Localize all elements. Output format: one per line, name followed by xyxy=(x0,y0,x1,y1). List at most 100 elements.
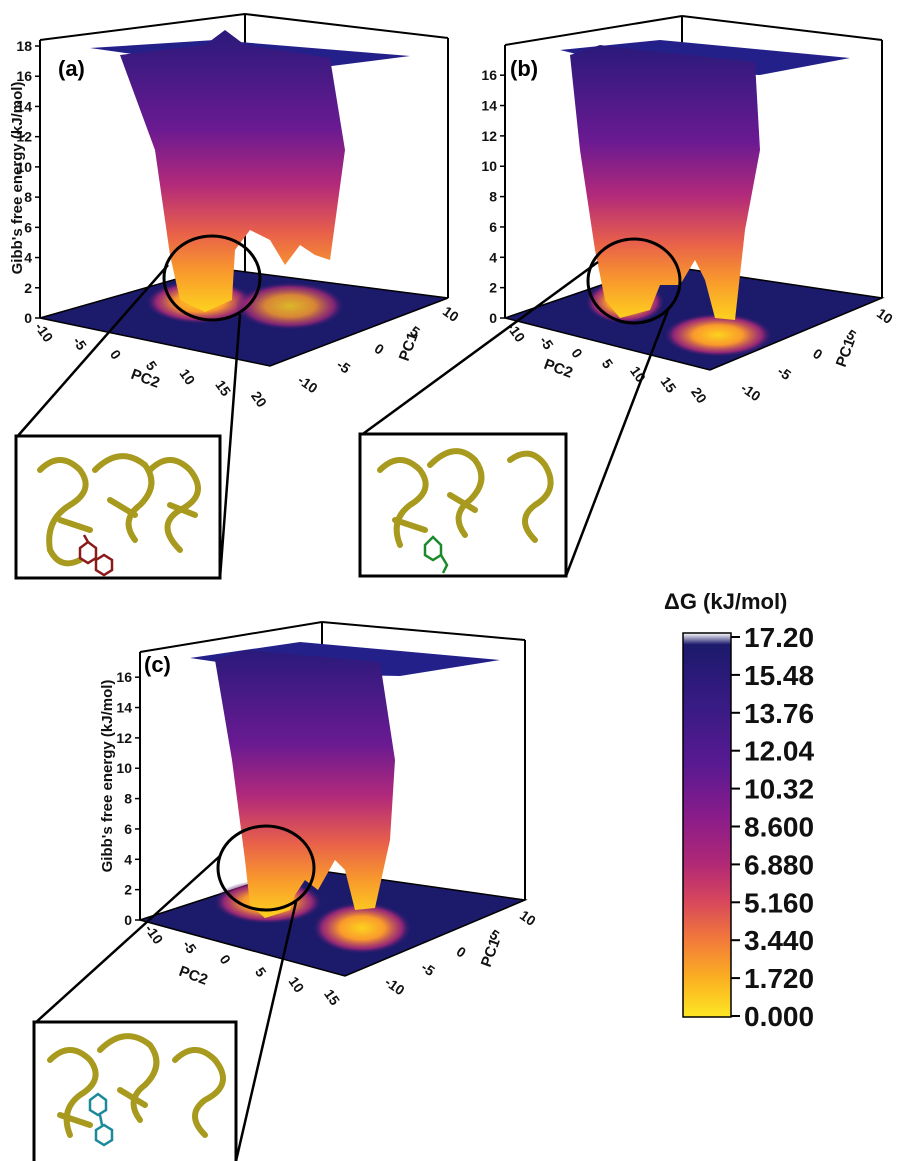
pc2-tick-label: 10 xyxy=(285,974,307,996)
panel-a-pc2-label: PC2 xyxy=(129,366,162,392)
z-tick-label: 6 xyxy=(24,219,32,235)
panel-a-z-axis: 0 2 4 6 8 10 12 14 16 18 xyxy=(16,38,40,326)
z-tick-label: 8 xyxy=(24,189,32,205)
pc2-tick-label: 5 xyxy=(252,964,270,980)
pc1-tick-label: 10 xyxy=(874,305,896,327)
z-tick-label: 4 xyxy=(24,250,32,266)
pc1-tick-label: -10 xyxy=(295,372,321,397)
pc2-tick-label: -5 xyxy=(70,334,90,354)
pc1-tick-label: 0 xyxy=(372,340,388,358)
panel-c: 0 2 4 6 8 10 12 14 16 Gibb's free energy (kJ/mol… xyxy=(32,621,539,1161)
pc2-tick-label: 20 xyxy=(248,388,270,410)
colorbar-tick-label: 17.20 xyxy=(744,622,814,653)
z-tick-label: 14 xyxy=(481,98,497,114)
panel-c-pc2-label: PC2 xyxy=(177,963,210,989)
colorbar-tick-label: 8.600 xyxy=(744,812,814,843)
z-tick-label: 12 xyxy=(116,730,132,746)
panel-b-ligand-icon xyxy=(423,535,449,574)
panel-a-label: (a) xyxy=(58,56,85,81)
panel-a-pc1-label: PC1 xyxy=(396,330,422,363)
pc2-tick-label: 15 xyxy=(321,986,343,1008)
panel-c-floor-basin-2 xyxy=(312,902,412,954)
panel-c-label: (c) xyxy=(144,652,171,677)
z-tick-label: 0 xyxy=(24,310,32,326)
panel-a-valley xyxy=(120,30,345,312)
pc2-tick-label: 20 xyxy=(688,384,710,406)
pc2-tick-label: 15 xyxy=(658,374,680,396)
colorbar-tick-label: 12.04 xyxy=(744,736,814,767)
pc2-tick-label: -10 xyxy=(32,319,57,345)
z-tick-label: 4 xyxy=(124,851,132,867)
panel-a-zoom-line-2 xyxy=(218,313,242,579)
z-tick-label: 12 xyxy=(481,128,497,144)
pc2-tick-label: 0 xyxy=(568,345,586,361)
pc2-tick-label: 0 xyxy=(107,347,125,363)
z-tick-label: 14 xyxy=(116,700,132,716)
panel-b-zoom-circle xyxy=(586,237,682,325)
z-tick-label: 18 xyxy=(16,38,32,54)
panel-a-protein xyxy=(37,453,201,567)
colorbar-tick-label: 5.160 xyxy=(744,887,814,918)
colorbar-tick-label: 10.32 xyxy=(744,774,814,805)
colorbar-tick-label: 0.000 xyxy=(744,1001,814,1032)
z-tick-label: 2 xyxy=(489,280,497,296)
panel-c-z-label: Gibb's free energy (kJ/mol) xyxy=(99,680,116,873)
panel-a: 0 2 4 6 8 10 12 14 16 18 Gibb's free energy (kJ/m… xyxy=(9,13,462,580)
panel-c-z-axis: 0 2 4 6 8 10 12 14 16 xyxy=(116,669,140,928)
z-tick-label: 16 xyxy=(16,68,32,84)
z-tick-label: 2 xyxy=(24,280,32,296)
colorbar-ticks: 17.20 15.48 13.76 12.04 10.32 8.600 6.880 5.160… xyxy=(731,622,814,1032)
panel-b-valley xyxy=(570,45,760,320)
panel-c-protein xyxy=(47,1033,226,1138)
z-tick-label: 6 xyxy=(124,821,132,837)
panel-a-floor-basin-2 xyxy=(235,282,345,330)
panel-a-z-label: Gibb's free energy (kJ/mol) xyxy=(9,82,26,275)
panel-a-zoom-line-1 xyxy=(15,264,169,439)
z-tick-label: 16 xyxy=(481,67,497,83)
z-tick-label: 0 xyxy=(489,310,497,326)
pc2-tick-label: -5 xyxy=(536,333,556,353)
pc1-tick-label: -10 xyxy=(382,974,408,999)
panel-c-zoom-line-2 xyxy=(234,901,298,1161)
colorbar-tick-label: 6.880 xyxy=(744,849,814,880)
pc1-tick-label: 0 xyxy=(454,943,470,961)
panel-c-ligand-icon xyxy=(88,1092,114,1147)
panel-c-inset xyxy=(32,1020,238,1161)
pc1-tick-label: -5 xyxy=(418,959,438,979)
pc2-tick-label: -5 xyxy=(180,937,200,957)
panel-b-z-axis: 0 2 4 6 8 10 12 14 16 xyxy=(481,67,505,326)
panel-a-zoom-circle xyxy=(162,234,262,322)
z-tick-label: 12 xyxy=(16,129,32,145)
pc2-tick-label: 15 xyxy=(212,377,234,399)
pc1-tick-label: 10 xyxy=(440,303,462,325)
z-tick-label: 4 xyxy=(489,249,497,265)
pc2-tick-label: 5 xyxy=(599,356,617,372)
z-tick-label: 14 xyxy=(16,98,32,114)
pc1-tick-label: -5 xyxy=(334,356,354,376)
z-tick-label: 6 xyxy=(489,219,497,235)
z-tick-label: 0 xyxy=(124,912,132,928)
colorbar: ΔG (kJ/mol) 17.20 15.48 13.76 12.04 10.32 8.6… xyxy=(664,589,814,1032)
panel-a-inset xyxy=(14,434,222,580)
z-tick-label: 8 xyxy=(489,189,497,205)
z-tick-label: 10 xyxy=(16,159,32,175)
panel-c-zoom-line-1 xyxy=(33,855,221,1025)
panel-a-ligand-icon xyxy=(78,534,114,577)
colorbar-tick-label: 1.720 xyxy=(744,963,814,994)
panel-b-floor-basin-2 xyxy=(663,313,773,357)
pc1-tick-label: -10 xyxy=(738,380,764,405)
panel-b-pc2-label: PC2 xyxy=(542,356,575,382)
z-tick-label: 2 xyxy=(124,882,132,898)
panel-b-zoom-line-2 xyxy=(564,309,670,577)
z-tick-label: 16 xyxy=(116,669,132,685)
pc1-tick-label: 10 xyxy=(517,907,539,929)
panel-b-inset xyxy=(358,432,568,578)
pc1-tick-label: 0 xyxy=(810,345,826,363)
panel-b-label: (b) xyxy=(510,56,538,81)
pc2-tick-label: 0 xyxy=(217,952,235,968)
panel-b-pc1-label: PC1 xyxy=(833,336,859,369)
z-tick-label: 10 xyxy=(481,158,497,174)
colorbar-tick-label: 3.440 xyxy=(744,925,814,956)
